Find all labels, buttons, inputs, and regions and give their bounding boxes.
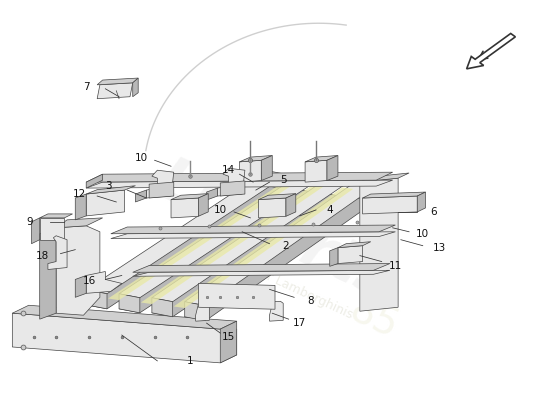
Text: 8: 8: [307, 296, 314, 306]
Polygon shape: [40, 218, 64, 240]
Polygon shape: [199, 284, 275, 309]
Text: 11: 11: [389, 260, 402, 270]
Polygon shape: [40, 228, 56, 319]
Polygon shape: [75, 276, 86, 297]
Polygon shape: [86, 180, 393, 188]
Polygon shape: [258, 194, 296, 200]
Polygon shape: [152, 194, 348, 317]
Text: 5: 5: [280, 175, 287, 185]
Polygon shape: [119, 174, 321, 298]
Polygon shape: [221, 181, 245, 196]
Text: 85: 85: [343, 292, 404, 347]
Polygon shape: [207, 188, 218, 200]
Polygon shape: [239, 160, 261, 182]
Text: 3: 3: [105, 181, 112, 191]
Polygon shape: [327, 156, 338, 180]
Polygon shape: [329, 248, 338, 266]
Text: 1: 1: [187, 356, 194, 366]
Polygon shape: [111, 232, 395, 238]
Polygon shape: [86, 190, 124, 216]
Polygon shape: [40, 214, 73, 218]
Polygon shape: [305, 160, 327, 182]
Polygon shape: [86, 186, 135, 194]
Polygon shape: [56, 218, 103, 228]
Polygon shape: [149, 182, 174, 198]
Polygon shape: [12, 313, 236, 363]
Text: 13: 13: [432, 243, 446, 253]
Text: 10: 10: [214, 205, 227, 215]
Polygon shape: [108, 179, 299, 300]
Polygon shape: [362, 196, 417, 214]
Polygon shape: [86, 171, 288, 294]
Polygon shape: [171, 198, 199, 218]
Polygon shape: [141, 183, 326, 304]
FancyArrow shape: [466, 34, 515, 69]
Polygon shape: [133, 264, 390, 272]
Polygon shape: [111, 225, 395, 234]
Polygon shape: [31, 218, 40, 244]
Polygon shape: [97, 83, 133, 99]
Polygon shape: [12, 305, 236, 329]
Polygon shape: [56, 226, 100, 315]
Polygon shape: [146, 170, 174, 198]
Polygon shape: [86, 290, 107, 309]
Polygon shape: [185, 302, 206, 321]
Text: 18: 18: [36, 251, 49, 261]
Polygon shape: [417, 192, 426, 212]
Polygon shape: [270, 301, 283, 321]
Text: 10: 10: [416, 229, 430, 239]
Polygon shape: [86, 174, 103, 188]
Polygon shape: [360, 178, 398, 311]
Text: LLParts: LLParts: [147, 151, 403, 312]
Text: 2: 2: [283, 241, 289, 251]
Text: a passion for Lamborghinis: a passion for Lamborghinis: [196, 238, 354, 321]
Polygon shape: [152, 178, 348, 302]
Text: 7: 7: [83, 82, 90, 92]
Polygon shape: [338, 246, 362, 264]
Polygon shape: [119, 190, 321, 313]
Polygon shape: [48, 236, 67, 270]
Text: 16: 16: [82, 276, 96, 286]
Polygon shape: [174, 187, 353, 308]
Polygon shape: [135, 190, 146, 202]
Polygon shape: [338, 242, 371, 248]
Polygon shape: [305, 156, 338, 162]
Polygon shape: [362, 192, 426, 198]
Polygon shape: [221, 321, 236, 363]
Polygon shape: [119, 294, 140, 313]
Polygon shape: [196, 301, 210, 321]
Polygon shape: [171, 194, 208, 200]
Text: 17: 17: [293, 318, 306, 328]
Polygon shape: [97, 78, 138, 85]
Polygon shape: [86, 272, 122, 293]
Polygon shape: [152, 298, 173, 317]
Polygon shape: [286, 194, 296, 216]
Polygon shape: [86, 186, 288, 309]
Text: 15: 15: [222, 332, 235, 342]
Text: 4: 4: [326, 205, 333, 215]
Polygon shape: [133, 78, 138, 97]
Polygon shape: [239, 156, 272, 162]
Polygon shape: [86, 172, 393, 182]
Text: 12: 12: [73, 189, 86, 199]
Polygon shape: [185, 198, 375, 321]
Polygon shape: [75, 194, 86, 220]
Polygon shape: [218, 168, 245, 196]
Text: 9: 9: [26, 217, 33, 227]
Polygon shape: [258, 198, 286, 218]
Polygon shape: [185, 182, 375, 306]
Text: 14: 14: [222, 165, 235, 175]
Text: 10: 10: [134, 153, 147, 163]
Text: 6: 6: [431, 207, 437, 217]
Polygon shape: [199, 194, 208, 216]
Polygon shape: [360, 173, 409, 182]
Polygon shape: [133, 270, 390, 276]
Polygon shape: [261, 156, 272, 180]
